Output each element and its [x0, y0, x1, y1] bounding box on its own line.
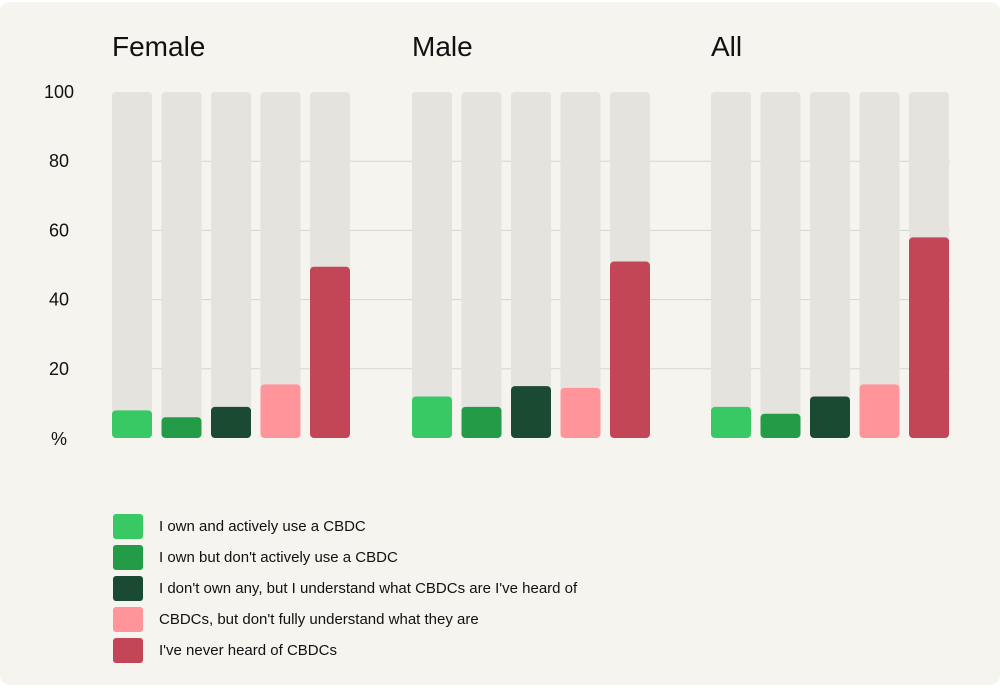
bar-male-series-3 — [511, 386, 551, 438]
y-tick-label: 40 — [49, 290, 69, 310]
legend-item: CBDCs, but don't fully understand what t… — [113, 604, 577, 635]
group-title-male: Male — [412, 31, 473, 62]
background-bar — [260, 92, 301, 438]
bar-all-series-4 — [859, 384, 900, 438]
bar-female-series-2 — [161, 417, 202, 438]
legend-swatch — [113, 514, 143, 539]
y-tick-label: 100 — [44, 82, 74, 102]
bar-all-series-5 — [909, 237, 949, 438]
bar-female-series-5 — [310, 266, 350, 438]
legend-item: I don't own any, but I understand what C… — [113, 573, 577, 604]
legend-label: I don't own any, but I understand what C… — [159, 580, 578, 597]
bar-female-series-4 — [260, 384, 301, 438]
bar-male-series-5 — [610, 261, 650, 438]
background-bar — [161, 92, 202, 438]
legend-swatch — [113, 607, 143, 632]
background-bar — [760, 92, 801, 438]
background-bar — [560, 92, 601, 438]
legend-item: I've never heard of CBDCs — [113, 635, 577, 666]
legend: I own and actively use a CBDC I own but d… — [113, 511, 577, 666]
bar-female-series-3 — [211, 406, 251, 438]
group-title-female: Female — [112, 31, 205, 62]
legend-label: I own and actively use a CBDC — [159, 518, 366, 535]
legend-label: I've never heard of CBDCs — [159, 642, 337, 659]
background-bar — [859, 92, 900, 438]
background-bar — [711, 92, 751, 438]
y-axis-ticks: 100 80 60 40 20% — [44, 82, 74, 449]
legend-swatch — [113, 545, 143, 570]
data-bars — [112, 237, 949, 438]
y-axis-unit-label: % — [51, 429, 67, 449]
background-bar — [112, 92, 152, 438]
group-titles: Female Male All — [112, 31, 742, 62]
background-bar — [511, 92, 551, 438]
background-bar — [211, 92, 251, 438]
bar-all-series-2 — [760, 413, 801, 438]
legend-item: I own and actively use a CBDC — [113, 511, 577, 542]
bar-male-series-4 — [560, 387, 601, 438]
background-bar — [412, 92, 452, 438]
legend-label: I own but don't actively use a CBDC — [159, 549, 398, 566]
legend-label: CBDCs, but don't fully understand what t… — [159, 611, 479, 628]
bar-all-series-1 — [711, 406, 751, 438]
bar-male-series-1 — [412, 396, 452, 438]
legend-swatch — [113, 638, 143, 663]
y-tick-label: 60 — [49, 220, 69, 240]
bar-male-series-2 — [461, 406, 502, 438]
legend-item: I own but don't actively use a CBDC — [113, 542, 577, 573]
bar-all-series-3 — [810, 396, 850, 438]
background-bar — [810, 92, 850, 438]
bar-female-series-1 — [112, 410, 152, 438]
group-title-all: All — [711, 31, 742, 62]
y-tick-label: 80 — [49, 151, 69, 171]
legend-swatch — [113, 576, 143, 601]
background-bar — [461, 92, 502, 438]
y-tick-label: 20 — [49, 359, 69, 379]
